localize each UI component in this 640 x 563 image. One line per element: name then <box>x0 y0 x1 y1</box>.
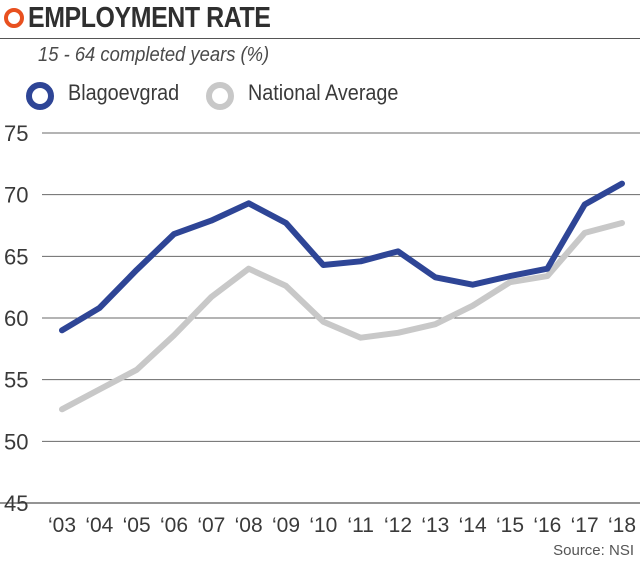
y-tick-label: 50 <box>4 429 28 454</box>
x-tick-label: ‘14 <box>459 514 487 537</box>
x-tick-label: ‘18 <box>608 514 636 537</box>
x-tick-label: ‘06 <box>160 514 188 537</box>
source-note: Source: NSI <box>553 542 634 559</box>
chart-title: EMPLOYMENT RATE <box>28 2 271 34</box>
x-tick-label: ‘17 <box>571 514 599 537</box>
y-tick-label: 65 <box>4 244 28 269</box>
x-tick-label: ‘03 <box>48 514 76 537</box>
series-line-national-average <box>59 220 625 413</box>
series-line-blagoevgrad <box>59 180 625 334</box>
y-tick-label: 55 <box>4 368 28 393</box>
legend-label-national-average: National Average <box>248 80 399 105</box>
x-tick-label: ‘12 <box>384 514 412 537</box>
x-tick-label: ‘11 <box>347 514 373 537</box>
x-tick-label: ‘09 <box>272 514 300 537</box>
chart-subtitle: 15 - 64 completed years (%) <box>38 44 270 66</box>
x-tick-label: ‘13 <box>421 514 449 537</box>
y-tick-label: 70 <box>4 183 28 208</box>
x-tick-label: ‘07 <box>197 514 225 537</box>
chart-header: EMPLOYMENT RATE <box>0 0 640 40</box>
y-tick-label: 60 <box>4 306 28 331</box>
legend-swatch-national-average <box>206 82 234 110</box>
x-tick-label: ‘15 <box>496 514 524 537</box>
title-divider <box>0 38 640 39</box>
x-tick-label: ‘08 <box>235 514 263 537</box>
circle-bullet-icon <box>4 8 24 28</box>
x-tick-label: ‘05 <box>123 514 151 537</box>
y-tick-label: 75 <box>4 121 28 146</box>
y-tick-label: 45 <box>4 491 28 516</box>
legend-label-blagoevgrad: Blagoevgrad <box>68 80 180 105</box>
legend-swatch-blagoevgrad <box>26 82 54 110</box>
x-tick-label: ‘16 <box>533 514 561 537</box>
x-tick-label: ‘04 <box>85 514 113 537</box>
x-tick-label: ‘10 <box>309 514 337 537</box>
